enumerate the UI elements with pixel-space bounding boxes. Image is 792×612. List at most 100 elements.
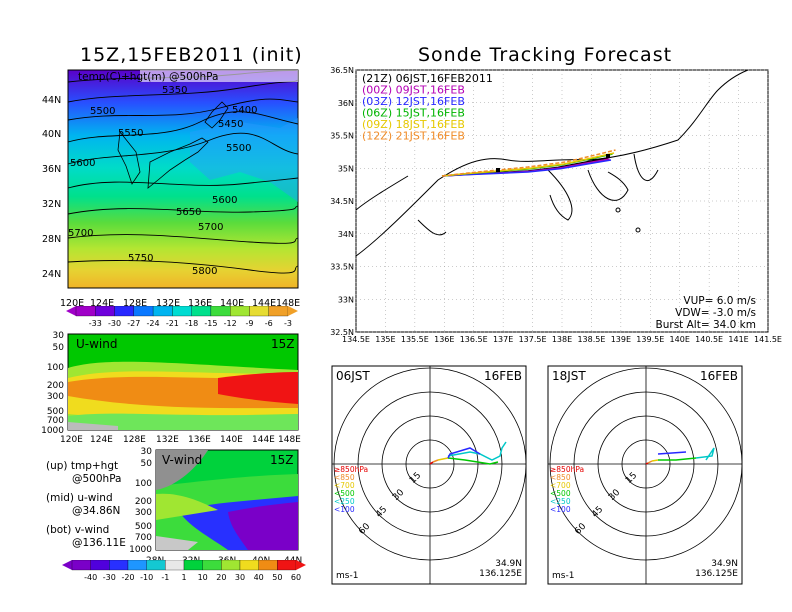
legend-note-line: (bot) v-wind	[46, 524, 110, 536]
y-tick: 35N	[338, 164, 354, 173]
contour-label: 5750	[128, 253, 153, 264]
param-vdw: VDW= -3.0 m/s	[675, 307, 756, 319]
hodo-trace	[447, 457, 499, 465]
colorbar-label: -30	[108, 319, 121, 328]
param-vup: VUP= 6.0 m/s	[683, 295, 756, 307]
x-tick: 136.5E	[460, 335, 488, 344]
contour-label: 5600	[70, 158, 95, 169]
y-tick: 300	[135, 508, 152, 518]
track-x-ticks: 134.5E 135E 135.5E 136E 136.5E 137E 137.5E 138E…	[342, 335, 782, 344]
right-title: Sonde Tracking Forecast	[418, 44, 673, 66]
y-tick: 300	[47, 392, 64, 402]
colorbar-label: -1	[161, 573, 169, 582]
colorbar-label: 40	[254, 573, 264, 582]
u-wind-time: 15Z	[271, 337, 295, 351]
track-y-ticks: 36.5N 36N 35.5N 35N 34.5N 34N 33.5N 33N 32.5N	[330, 66, 354, 337]
colorbar-swatch	[146, 560, 166, 571]
hodo-level-label: <100	[334, 505, 355, 514]
hodo-trace	[645, 462, 649, 465]
speed-ring	[405, 439, 455, 489]
u-wind-cross-section: U-wind 15Z 30 50 100 200 300 500 700 100…	[41, 331, 301, 445]
y-tick: 32.5N	[330, 328, 354, 337]
colorbar-end	[288, 306, 298, 316]
hodo-lat: 34.9N	[495, 559, 522, 569]
x-tick: 136E	[188, 435, 211, 445]
contour-label: 5450	[218, 119, 243, 130]
hodo-level-label: <850	[550, 473, 571, 482]
hodo-unit: ms-1	[336, 571, 358, 581]
colorbar-label: 10	[198, 573, 208, 582]
colorbar-swatch	[95, 306, 115, 317]
colorbar-swatch	[114, 306, 134, 317]
x-tick: 136E	[188, 298, 212, 309]
colorbar-swatch	[239, 560, 259, 571]
u-wind-label: U-wind	[76, 337, 117, 351]
hodo-date: 16FEB	[484, 369, 522, 383]
landing-marker	[606, 154, 610, 158]
map-label: temp(C)+hgt(m) @500hPa	[78, 71, 218, 83]
colorbar-label: -10	[140, 573, 153, 582]
colorbar-swatch	[210, 306, 231, 317]
hodo-lon: 136.125E	[695, 569, 738, 579]
x-tick: 144E	[252, 435, 275, 445]
legend-note-line: (up) tmp+hgt	[46, 460, 119, 472]
colorbar-label: -15	[204, 319, 217, 328]
japan-coastline	[117, 101, 229, 189]
x-tick: 140.5E	[695, 335, 723, 344]
y-tick: 36.5N	[330, 66, 354, 75]
hodo-level-label: <100	[550, 505, 571, 514]
colorbar-label: 60	[291, 573, 301, 582]
colorbar-swatch	[152, 306, 173, 317]
x-tick: 144E	[252, 298, 276, 309]
x-tick: 141.5E	[754, 335, 782, 344]
contour-label: 5650	[176, 207, 201, 218]
y-tick: 36N	[42, 164, 61, 175]
hodo-lat: 34.9N	[711, 559, 738, 569]
contour-label: 5400	[232, 105, 257, 116]
hodo-trace	[657, 451, 687, 455]
hodo-trace	[658, 457, 697, 461]
y-tick-labels: 44N 40N 36N 32N 28N 24N	[42, 95, 61, 280]
y-tick: 200	[47, 381, 64, 391]
legend-note-line: @34.86N	[72, 505, 121, 517]
colorbar-end	[66, 306, 76, 316]
colorbar-swatch	[191, 306, 212, 317]
run-legend-entry: (03Z) 12JST,16FEB	[362, 95, 465, 108]
track-line	[441, 149, 616, 177]
x-tick: 139.5E	[636, 335, 664, 344]
colorbar-label: -18	[185, 319, 198, 328]
colorbar-swatch	[221, 560, 241, 571]
run-legend-entry: (21Z) 06JST,16FEB2011	[362, 72, 493, 85]
legend-note-line: @136.11E	[72, 537, 126, 549]
hodo-unit: ms-1	[552, 571, 574, 581]
y-tick: 700	[135, 533, 152, 543]
legend-note-line: (mid) u-wind	[46, 492, 113, 504]
x-tick: 132E	[156, 435, 179, 445]
x-tick: 140E	[220, 435, 243, 445]
speed-ring	[381, 415, 479, 513]
y-tick: 34N	[338, 230, 354, 239]
x-tick: 136E	[434, 335, 454, 344]
x-tick: 140E	[670, 335, 690, 344]
hodo-level-label: ≥850hPa	[550, 465, 584, 474]
y-tick: 50	[141, 459, 153, 469]
temp-field	[67, 69, 299, 289]
y-tick: 100	[135, 479, 152, 489]
y-tick: 1000	[129, 545, 152, 555]
launch-marker	[496, 168, 500, 172]
y-tick: 32N	[42, 199, 61, 210]
x-tick: 141E	[728, 335, 748, 344]
colorbar-swatch	[268, 306, 289, 317]
colorbar-label: -20	[121, 573, 134, 582]
param-burst: Burst Alt= 34.0 km	[656, 319, 756, 331]
run-legend-entry: (06Z) 15JST,16FEB	[362, 107, 465, 120]
colorbar-label: -24	[147, 319, 160, 328]
colorbar-label: -9	[245, 319, 253, 328]
colorbar-swatch	[277, 560, 297, 571]
colorbar-swatch	[230, 306, 250, 317]
contour-labels: 5350 5400 5450 5500 5500 5550 5600 5600 …	[68, 85, 257, 277]
y-tick: 100	[47, 363, 64, 373]
x-tick: 124E	[90, 298, 114, 309]
colorbar-swatch	[172, 306, 192, 317]
